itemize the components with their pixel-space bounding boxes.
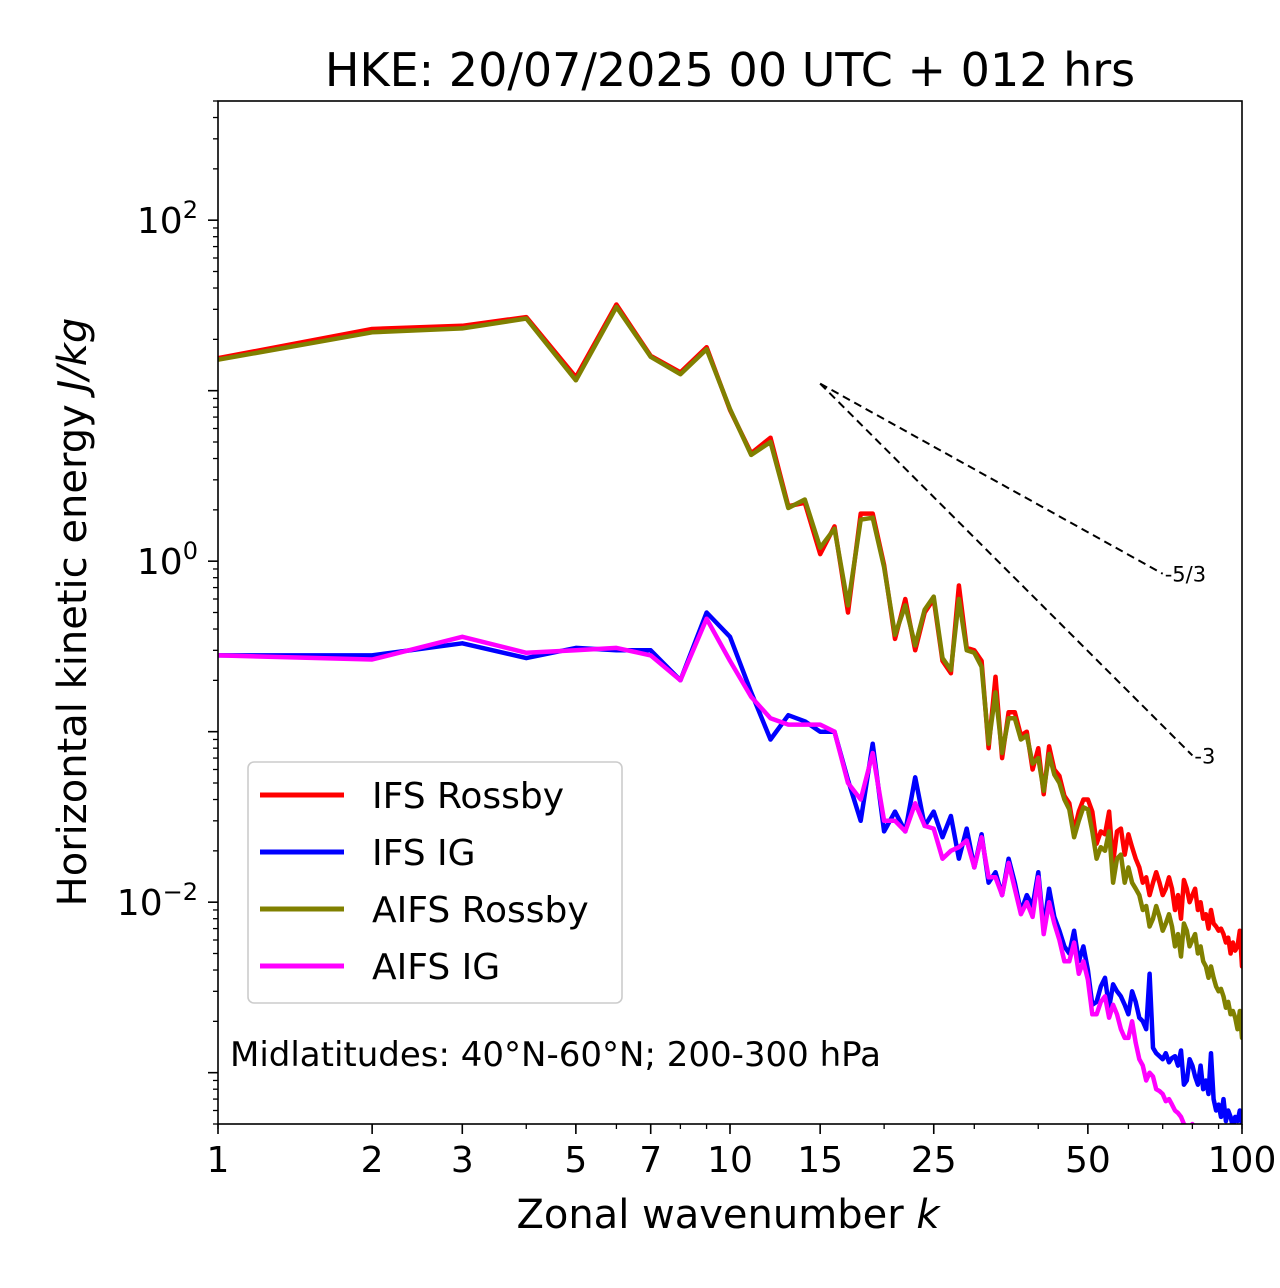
x-tick-label: 5 — [564, 1140, 587, 1181]
y-tick-label: 100 — [137, 537, 198, 583]
x-tick-label: 10 — [707, 1140, 753, 1181]
y-axis-label-text: Horizontal kinetic energy — [50, 404, 96, 906]
x-tick-label: 1 — [207, 1140, 230, 1181]
region-annotation: Midlatitudes: 40°N-60°N; 200-300 hPa — [230, 1035, 881, 1075]
x-tick-label: 2 — [361, 1140, 384, 1181]
slope-label-3: -3 — [1194, 744, 1215, 768]
chart-title: HKE: 20/07/2025 00 UTC + 012 hrs — [325, 43, 1135, 97]
legend-entry-aifs-rossby: AIFS Rossby — [260, 890, 589, 931]
slope-reference-lines: -5/3 -3 — [819, 382, 1215, 768]
slope-line-3 — [819, 382, 1194, 757]
legend-entry-aifs-ig: AIFS IG — [260, 947, 500, 988]
legend-entry-ifs-rossby: IFS Rossby — [260, 776, 564, 817]
legend: IFS Rossby IFS IG AIFS Rossby AIFS IG — [247, 761, 623, 1004]
y-axis: 10−2 100 102 — [117, 100, 218, 1125]
x-tick-label: 15 — [797, 1140, 843, 1181]
series-layer — [218, 302, 1242, 1124]
x-axis-label-text: Zonal wavenumber — [516, 1192, 904, 1238]
y-tick-label: 10−2 — [117, 878, 198, 924]
series-line-aifs-ig — [218, 616, 1195, 1124]
x-tick-label: 3 — [451, 1140, 474, 1181]
x-axis: 1 2 3 5 7 10 15 25 50 100 — [207, 1124, 1277, 1181]
legend-label-aifs-rossby: AIFS Rossby — [372, 890, 589, 931]
slope-label-5-3: -5/3 — [1165, 563, 1206, 587]
legend-label-ifs-ig: IFS IG — [372, 833, 476, 874]
y-axis-label-units: J/kg — [50, 318, 96, 399]
legend-box — [247, 761, 623, 1004]
x-tick-label: 50 — [1065, 1140, 1111, 1181]
x-tick-label: 100 — [1208, 1140, 1277, 1181]
slope-line-5-3 — [819, 382, 1164, 575]
legend-label-aifs-ig: AIFS IG — [372, 947, 500, 988]
series-line-aifs-rossby — [218, 304, 1242, 1041]
y-axis-label: Horizontal kinetic energy J/kg — [50, 318, 96, 907]
x-tick-label: 7 — [639, 1140, 662, 1181]
legend-label-ifs-rossby: IFS Rossby — [372, 776, 564, 817]
x-tick-label: 25 — [911, 1140, 957, 1181]
y-tick-label: 102 — [137, 196, 198, 242]
x-axis-label: Zonal wavenumber k — [516, 1192, 941, 1238]
legend-entry-ifs-ig: IFS IG — [260, 833, 476, 874]
x-axis-label-var: k — [916, 1192, 941, 1238]
